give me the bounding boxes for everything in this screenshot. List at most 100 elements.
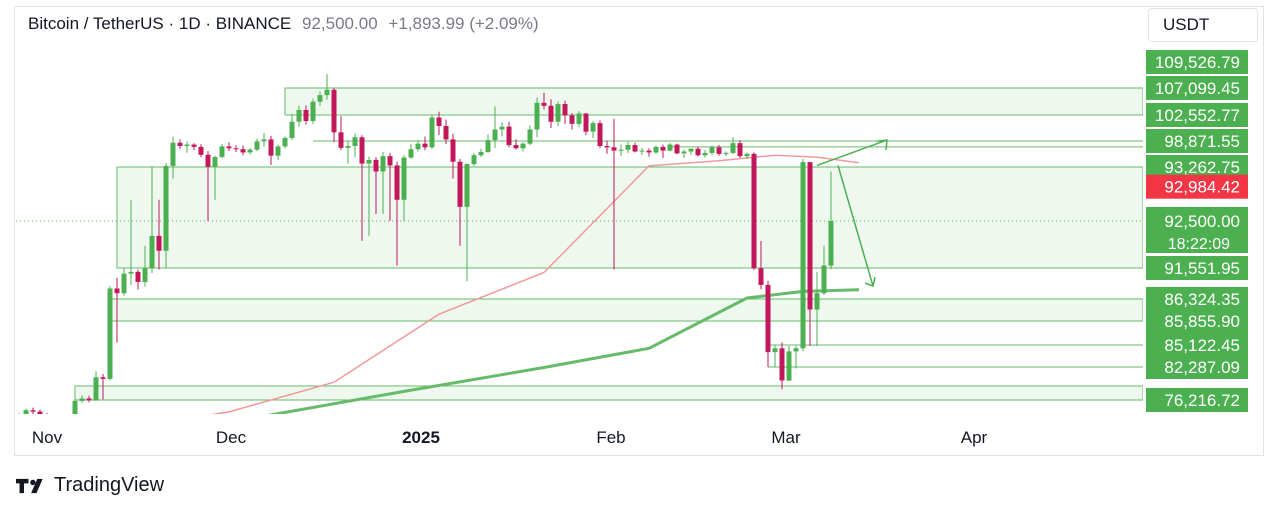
candle-body-72 (520, 143, 526, 149)
candle-body-102 (730, 143, 736, 153)
y-tick-label-1: 107,099.45 (1155, 79, 1240, 98)
candle-body-21 (163, 165, 169, 251)
candle-body-108 (772, 348, 778, 353)
candle-body-40 (296, 109, 302, 122)
candle-body-5 (52, 416, 57, 418)
candle-body-85 (611, 147, 617, 151)
price-chart[interactable]: Nov Dec 2025 Feb Mar Apr 109,526.79 107,099.45 1… (0, 0, 1280, 460)
candle-body-49 (359, 137, 365, 164)
candle-body-17 (135, 271, 141, 282)
zone-1 (116, 166, 1143, 269)
candle-body-1 (23, 410, 29, 414)
y-tick-label-5: 92,984.42 (1164, 178, 1240, 197)
candle-body-77 (555, 104, 561, 122)
currency-label: USDT (1163, 15, 1210, 34)
candle-body-60 (436, 117, 442, 126)
candle-body-46 (338, 132, 344, 148)
candle-body-113 (807, 162, 813, 310)
y-tick-label-4: 93,262.75 (1164, 158, 1240, 177)
zone-2 (109, 298, 1143, 322)
currency-selector[interactable]: USDT (1148, 8, 1258, 42)
candle-body-43 (317, 95, 323, 102)
x-tick-label-3: Feb (596, 428, 625, 447)
plot-area (16, 74, 1143, 418)
y-tick-label-0: 109,526.79 (1155, 53, 1240, 72)
candle-body-47 (345, 145, 351, 148)
chart-frame (14, 6, 1264, 456)
candle-body-37 (275, 146, 281, 156)
candle-body-57 (415, 143, 421, 150)
candle-body-86 (618, 149, 624, 151)
symbol-legend: Bitcoin / TetherUS · 1D · BINANCE 92,500… (28, 14, 539, 34)
y-tick-label-12: 76,216.72 (1164, 391, 1240, 410)
candle-body-25 (191, 144, 197, 147)
candle-body-24 (184, 144, 190, 146)
candle-body-97 (695, 148, 701, 156)
countdown-label: 18:22:09 (1168, 236, 1230, 253)
candle-body-93 (667, 144, 673, 151)
candle-body-110 (786, 351, 792, 381)
y-tick-label-2: 102,552.77 (1155, 106, 1240, 125)
candle-body-55 (401, 157, 407, 200)
candle-body-42 (310, 101, 316, 122)
price-change: +1,893.99 (+2.09%) (388, 14, 539, 33)
candle-body-101 (723, 152, 729, 154)
x-tick-label-5: Apr (961, 428, 988, 447)
candle-body-0 (17, 415, 22, 417)
y-tick-label-8: 86,324.35 (1164, 290, 1240, 309)
candle-body-64 (464, 164, 470, 207)
y-badge-10 (1146, 333, 1248, 357)
candle-body-70 (506, 126, 512, 146)
candle-body-15 (121, 273, 127, 294)
y-badge-5 (1146, 174, 1248, 199)
candle-body-30 (226, 146, 232, 149)
candle-body-100 (716, 147, 722, 154)
candle-body-99 (709, 147, 715, 153)
candle-body-92 (660, 146, 666, 151)
candle-body-36 (268, 139, 274, 156)
candle-body-61 (443, 125, 449, 140)
candle-body-107 (765, 284, 771, 353)
y-badge-3 (1146, 129, 1248, 153)
candle-body-90 (646, 150, 652, 153)
y-tick-label-9: 85,855.90 (1164, 312, 1240, 331)
candle-body-115 (821, 265, 827, 294)
candle-body-41 (303, 109, 309, 122)
candle-body-39 (289, 121, 295, 138)
y-badge-7 (1146, 256, 1248, 280)
x-tick-label-2: 2025 (402, 428, 440, 447)
candle-body-106 (758, 268, 764, 285)
moving-average-slow (267, 288, 860, 414)
y-tick-label-7: 91,551.95 (1164, 259, 1240, 278)
tradingview-brand[interactable]: TradingView (16, 474, 164, 497)
candle-body-114 (814, 293, 820, 310)
last-price: 92,500.00 (302, 14, 378, 33)
candle-body-28 (212, 157, 218, 167)
candle-body-11 (93, 377, 99, 401)
candle-body-73 (527, 129, 533, 144)
candle-body-54 (394, 165, 400, 200)
candle-body-34 (254, 141, 260, 150)
candle-body-9 (79, 398, 85, 401)
candle-body-12 (100, 377, 106, 379)
candle-body-8 (72, 400, 78, 414)
candle-body-116 (828, 221, 834, 266)
candle-body-96 (688, 148, 694, 152)
y-badge-12 (1146, 388, 1248, 412)
x-tick-label-4: Mar (771, 428, 801, 447)
candle-body-103 (737, 143, 743, 157)
candle-body-44 (324, 89, 330, 96)
moving-average-fast (210, 154, 860, 414)
candle-body-23 (177, 142, 183, 146)
candle-body-112 (800, 162, 806, 349)
candle-body-32 (240, 149, 246, 153)
projection-arrow-down (837, 165, 876, 288)
candle-body-79 (569, 115, 575, 124)
candle-body-68 (492, 129, 498, 141)
candle-body-91 (653, 146, 659, 153)
candle-body-58 (422, 143, 428, 148)
candle-body-111 (793, 348, 799, 352)
candle-body-88 (632, 145, 638, 152)
candle-body-20 (156, 235, 162, 251)
symbol-title[interactable]: Bitcoin / TetherUS · 1D · BINANCE (28, 14, 292, 33)
